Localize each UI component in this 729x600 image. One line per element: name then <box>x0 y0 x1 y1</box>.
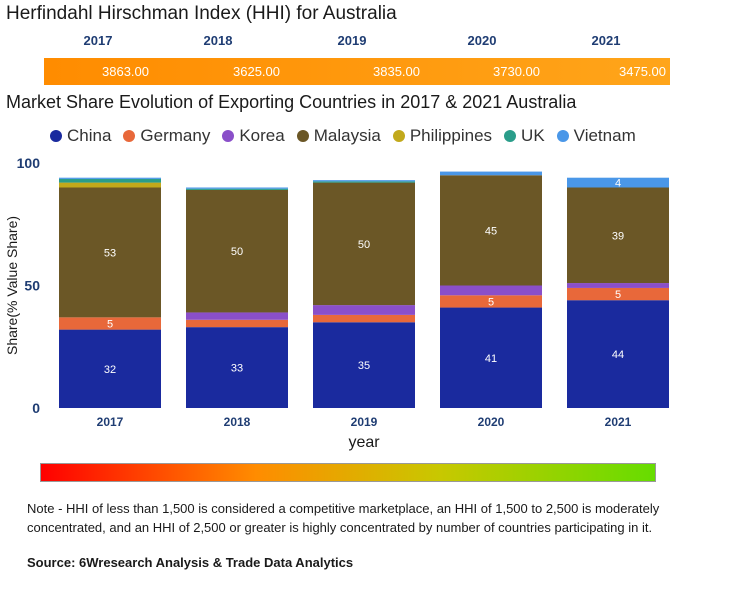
legend-label: Philippines <box>409 126 493 145</box>
bar-segment <box>186 187 288 189</box>
legend-item: Philippines <box>392 126 493 146</box>
legend-item: UK <box>504 126 545 146</box>
data-label: 33 <box>231 363 243 375</box>
bar-segment <box>186 189 288 313</box>
y-tick-label: 100 <box>17 155 41 171</box>
hhi-value: 3730.00 <box>493 64 540 79</box>
hhi-year-label: 2018 <box>203 33 233 48</box>
bar-segment <box>59 182 161 188</box>
bar-segment <box>440 171 542 176</box>
bar-segment <box>567 283 669 288</box>
x-tick-label: 2018 <box>224 415 251 429</box>
hhi-year-label: 2021 <box>591 33 621 48</box>
legend-marker <box>123 130 136 142</box>
legend-item: Korea <box>222 126 285 146</box>
hhi-year-label: 2019 <box>337 33 367 48</box>
y-tick-label: 50 <box>24 278 40 294</box>
bar-segment <box>313 182 415 306</box>
bar-segment <box>186 188 288 190</box>
bar-segment <box>186 312 288 320</box>
y-tick-label: 0 <box>32 400 40 416</box>
hhi-value-bar: 3863.00 3625.00 3835.00 3730.00 3475.00 <box>44 58 670 85</box>
y-axis-label: Share(% Value Share) <box>4 216 20 355</box>
legend-label: UK <box>521 126 545 145</box>
hhi-value: 3625.00 <box>233 64 280 79</box>
bar-segment <box>313 322 415 408</box>
hhi-year-row: 2017 2018 2019 2020 2021 <box>44 33 670 49</box>
x-tick-label: 2020 <box>478 415 505 429</box>
bar-segment <box>313 305 415 315</box>
hhi-value: 3475.00 <box>619 64 666 79</box>
x-tick-label: 2021 <box>605 415 632 429</box>
bar-segment <box>186 327 288 408</box>
bar-segment <box>440 285 542 296</box>
data-label: 32 <box>104 364 116 376</box>
x-tick-label: 2017 <box>97 415 124 429</box>
bar-segment <box>440 307 542 408</box>
bar-segment <box>440 295 542 308</box>
concentration-gradient-bar <box>40 463 656 482</box>
legend-item: Germany <box>123 126 210 146</box>
bar-segment <box>59 187 161 318</box>
bar-segment <box>59 177 161 179</box>
x-tick-label: 2019 <box>351 415 378 429</box>
legend-marker <box>50 130 62 142</box>
note-text: Note - HHI of less than 1,500 is conside… <box>27 501 660 535</box>
bar-segment <box>313 314 415 323</box>
hhi-value: 3835.00 <box>373 64 420 79</box>
data-label: 5 <box>107 318 113 330</box>
legend-label: Korea <box>239 126 285 145</box>
bar-segment <box>567 177 669 188</box>
legend-label: Germany <box>140 126 211 145</box>
bar-segment <box>567 187 669 284</box>
bar-segment <box>59 178 161 183</box>
bar-segment <box>313 180 415 182</box>
data-label: 50 <box>358 239 370 251</box>
stacked-bar-chart: 0 50 100 Share(% Value Share) 32 5 53 2017 33 50 2… <box>4 155 669 451</box>
chart-title: Market Share Evolution of Exporting Coun… <box>6 92 577 112</box>
bar-segment <box>59 329 161 408</box>
data-label: 53 <box>104 247 116 259</box>
bar-segment <box>59 317 161 330</box>
source-text: Source: 6Wresearch Analysis & Trade Data… <box>27 555 354 570</box>
bar-segment <box>186 319 288 328</box>
data-label: 35 <box>358 360 370 372</box>
data-label: 44 <box>612 349 624 361</box>
legend-marker <box>392 130 405 142</box>
data-label: 45 <box>485 225 497 237</box>
legend-label: Vietnam <box>573 126 636 145</box>
data-label: 50 <box>231 246 243 258</box>
bar-segment <box>567 287 669 301</box>
legend-item: Malaysia <box>296 126 381 146</box>
hhi-title: Herfindahl Hirschman Index (HHI) for Aus… <box>6 3 397 24</box>
legend-marker <box>222 130 235 142</box>
bar-segment <box>313 181 415 183</box>
chart-legend: China Germany Korea Malaysia Philippines UK Vi… <box>50 125 636 147</box>
bar-segment <box>440 175 542 286</box>
legend-item: China <box>50 126 111 146</box>
hhi-value: 3863.00 <box>102 64 149 79</box>
hhi-year-label: 2017 <box>83 33 113 48</box>
data-label: 39 <box>612 230 624 242</box>
legend-label: China <box>67 126 112 145</box>
legend-item: Vietnam <box>556 126 636 146</box>
data-label: 5 <box>488 296 494 308</box>
data-label: 4 <box>615 178 621 190</box>
bar-segment <box>567 300 669 408</box>
data-label: 5 <box>615 289 621 301</box>
data-label: 41 <box>485 353 497 365</box>
legend-label: Malaysia <box>313 126 381 145</box>
legend-marker <box>556 130 569 142</box>
legend-marker <box>296 130 309 142</box>
x-axis-label: year <box>348 434 380 451</box>
legend-marker <box>504 130 517 142</box>
hhi-year-label: 2020 <box>467 33 497 48</box>
